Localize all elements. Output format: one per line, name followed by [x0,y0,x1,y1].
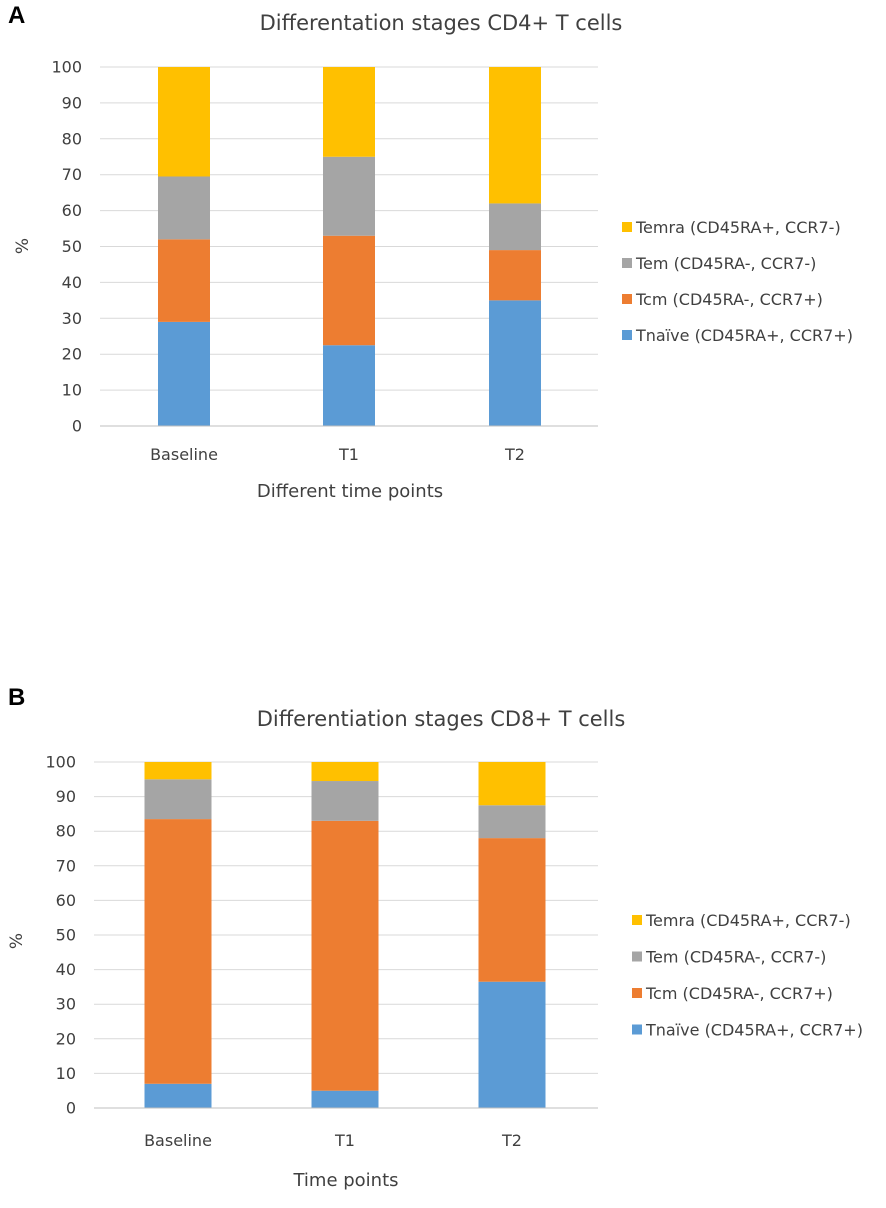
chart-panel-b: B Differentiation stages CD8+ T cells 0 10… [0,676,886,1206]
y-tick-label-b-100: 100 [45,753,76,772]
y-tick-label-a-20: 20 [62,345,82,364]
x-tick-label-b-baseline: Baseline [144,1131,212,1150]
y-tick-label-a-100: 100 [51,58,82,77]
bar-a-t2-series-0 [489,300,541,426]
legend-swatch-b-2 [632,951,642,962]
legend-label-b-0: Tnaïve (CD45RA+, CCR7+) [645,1021,863,1040]
bar-b-t1-series-0 [311,1090,379,1108]
panel-letter-a: A [8,2,26,29]
bar-b-t2-series-2 [478,805,546,839]
bar-b-t2-series-1 [478,838,546,982]
legend-label-b-3: Temra (CD45RA+, CCR7-) [645,911,851,930]
y-tick-label-a-30: 30 [62,309,82,328]
legend-swatch-b-0 [632,1024,642,1035]
bar-b-t2-series-0 [478,981,546,1108]
y-tick-label-a-40: 40 [62,273,82,292]
y-tick-label-b-0: 0 [66,1099,76,1118]
y-tick-label-b-30: 30 [56,995,76,1014]
x-tick-label-a-t1: T1 [338,445,359,464]
legend-swatch-a-2 [622,258,632,268]
chart-b-canvas: Differentiation stages CD8+ T cells 0 10 20… [7,707,863,1191]
legend-swatch-b-1 [632,988,642,998]
bar-b-baseline-series-0 [144,1083,212,1108]
bar-a-t2-series-1 [489,250,541,301]
bar-a-baseline-series-1 [158,239,210,322]
y-tick-label-b-60: 60 [56,891,76,910]
y-tick-label-b-70: 70 [56,856,76,875]
y-tick-label-b-40: 40 [56,960,76,979]
bar-a-t2-series-2 [489,203,541,251]
chart-a-title: Differentation stages CD4+ T cells [260,11,623,35]
bar-b-baseline-series-2 [144,779,212,820]
legend-label-b-1: Tcm (CD45RA-, CCR7+) [645,984,833,1003]
x-tick-label-a-baseline: Baseline [150,445,218,464]
x-tick-label-b-t1: T1 [334,1131,355,1150]
y-tick-label-a-80: 80 [62,129,82,148]
y-tick-label-b-50: 50 [56,926,76,945]
bar-b-baseline-series-1 [144,819,212,1084]
x-axis-label-b: Time points [292,1170,398,1191]
chart-b-title: Differentiation stages CD8+ T cells [257,707,626,731]
y-tick-label-a-90: 90 [62,93,82,112]
y-axis-label-b: % [7,933,27,949]
bar-a-baseline-series-2 [158,176,210,240]
legend-swatch-a-1 [622,294,632,304]
bar-a-t1-series-1 [323,235,375,346]
x-tick-label-b-t2: T2 [501,1131,522,1150]
bar-a-t1-series-2 [323,156,375,236]
y-axis-label-a: % [13,238,33,254]
bar-b-t1-series-2 [311,781,379,821]
x-tick-label-a-t2: T2 [504,445,525,464]
chart-panel-a: A Differentation stages CD4+ T cells 0 10 2… [0,0,886,520]
legend-label-b-2: Tem (CD45RA-, CCR7-) [645,948,826,967]
legend-label-a-1: Tcm (CD45RA-, CCR7+) [635,290,823,309]
x-axis-label-a: Different time points [257,481,443,502]
legend-label-a-3: Temra (CD45RA+, CCR7-) [635,218,841,237]
bar-a-baseline-series-0 [158,321,210,426]
y-tick-label-b-20: 20 [56,1029,76,1048]
legend-swatch-a-0 [622,330,632,340]
bar-a-baseline-series-3 [158,67,210,177]
bar-a-t2-series-3 [489,67,541,204]
bar-b-baseline-series-3 [144,762,212,780]
y-tick-label-b-80: 80 [56,822,76,841]
bar-a-t1-series-0 [323,345,375,426]
bar-b-t1-series-3 [311,762,379,782]
y-tick-label-b-10: 10 [56,1064,76,1083]
legend-label-a-0: Tnaïve (CD45RA+, CCR7+) [635,326,853,345]
y-tick-label-a-50: 50 [62,237,82,256]
legend-swatch-b-3 [632,915,642,925]
legend-label-a-2: Tem (CD45RA-, CCR7-) [635,254,816,273]
bar-a-t1-series-3 [323,67,375,157]
y-tick-label-b-90: 90 [56,787,76,806]
chart-a-canvas: Differentation stages CD4+ T cells 0 10 20 3… [13,11,853,502]
bar-b-t2-series-3 [478,762,546,806]
y-tick-label-a-10: 10 [62,381,82,400]
y-tick-label-a-70: 70 [62,165,82,184]
legend-swatch-a-3 [622,222,632,232]
panel-letter-b: B [8,684,26,711]
y-tick-label-a-60: 60 [62,201,82,220]
bar-b-t1-series-1 [311,820,379,1091]
y-tick-label-a-0: 0 [72,417,82,436]
